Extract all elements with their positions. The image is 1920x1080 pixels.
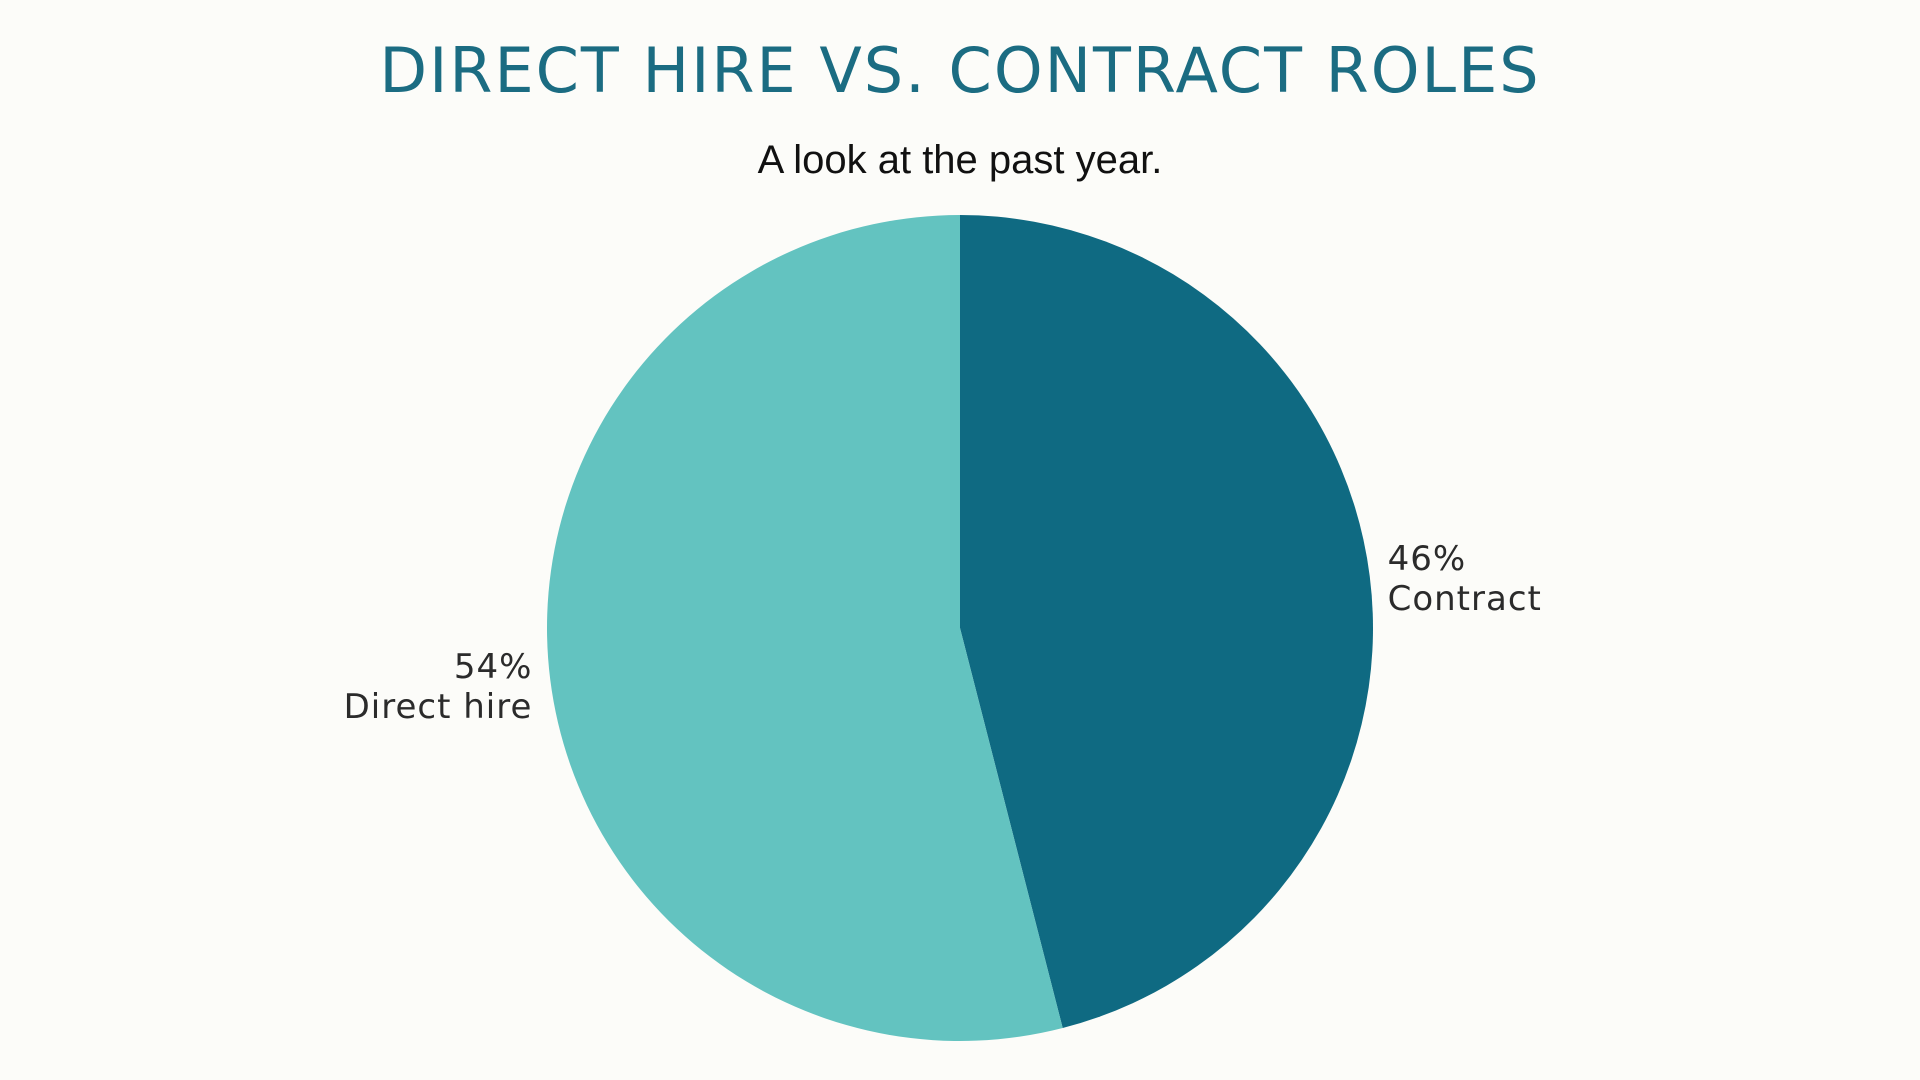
- chart-title: DIRECT HIRE VS. CONTRACT ROLES: [379, 34, 1541, 107]
- slice-category-label: Contract: [1388, 579, 1542, 619]
- slice-value-label: 54%: [454, 647, 533, 687]
- pie-slice-direct-hire: [547, 215, 1063, 1041]
- pie-slice-contract: [960, 215, 1374, 1029]
- slice-category-label: Direct hire: [344, 687, 533, 727]
- pie-slices: [547, 215, 1374, 1041]
- pie-labels: 46%Contract 54%Direct hire: [344, 539, 1542, 727]
- slice-value-label: 46%: [1388, 539, 1467, 579]
- chart-subtitle: A look at the past year.: [757, 138, 1163, 182]
